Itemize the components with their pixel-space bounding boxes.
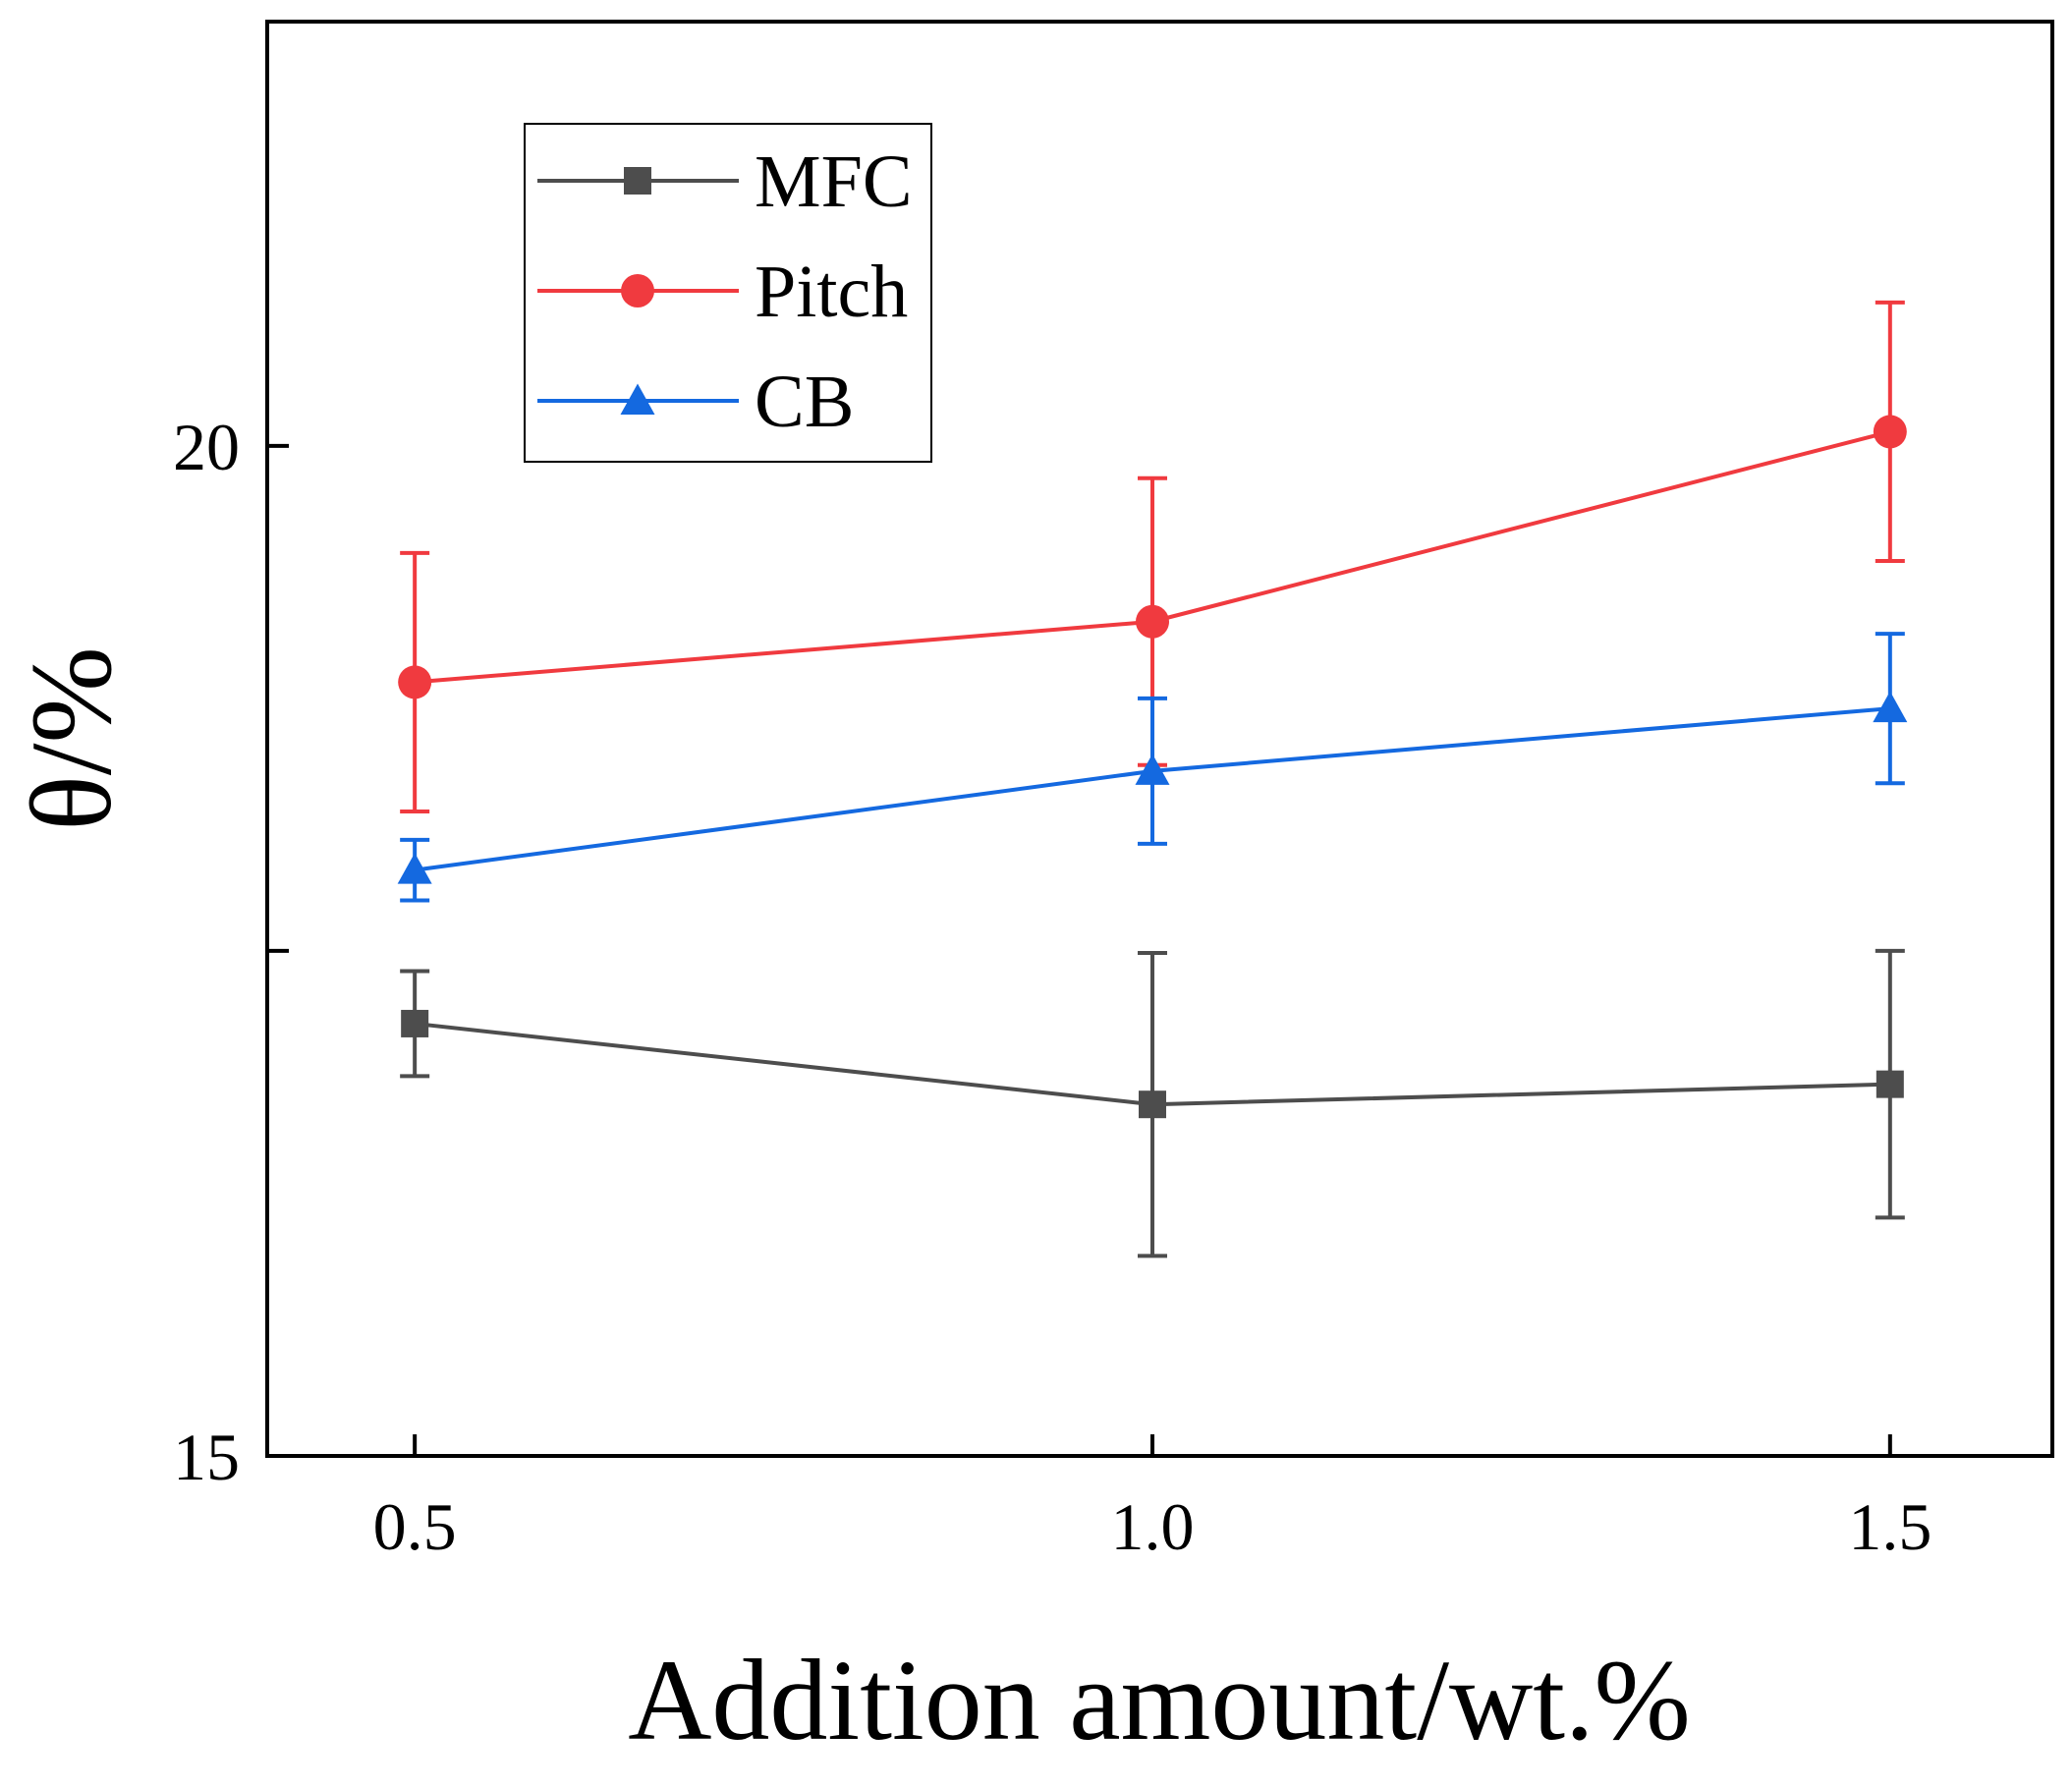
x-tick-label: 1.5 [1848, 1489, 1932, 1564]
data-point [1873, 691, 1908, 723]
legend-marker [620, 383, 655, 415]
y-axis-title: θ/% [7, 646, 136, 831]
y-tick-label: 20 [173, 410, 240, 484]
data-point [398, 665, 432, 699]
legend-label: Pitch [755, 251, 908, 333]
data-point [397, 853, 432, 884]
data-point [1876, 1070, 1904, 1098]
x-tick-label: 0.5 [373, 1489, 457, 1564]
data-point [1138, 1090, 1166, 1119]
x-tick-label: 1.0 [1110, 1489, 1194, 1564]
series-layer [397, 300, 1908, 1258]
data-point [401, 1009, 429, 1037]
legend-marker [621, 274, 654, 307]
series-pitch [398, 300, 1907, 814]
legend-label: MFC [755, 140, 913, 223]
legend-marker [624, 167, 651, 195]
data-point [1135, 754, 1170, 785]
series-mfc [400, 948, 1905, 1258]
legend-label: CB [755, 361, 854, 443]
data-point [1873, 415, 1907, 449]
y-tick-label: 15 [173, 1420, 240, 1494]
x-axis-title: Addition amount/wt.% [628, 1636, 1691, 1764]
series-cb [397, 632, 1908, 903]
data-point [1135, 604, 1169, 639]
axis-layer: 0.5 1.0 1.5 15 20 [173, 410, 1932, 1564]
legend: MFC Pitch CB [524, 123, 932, 463]
